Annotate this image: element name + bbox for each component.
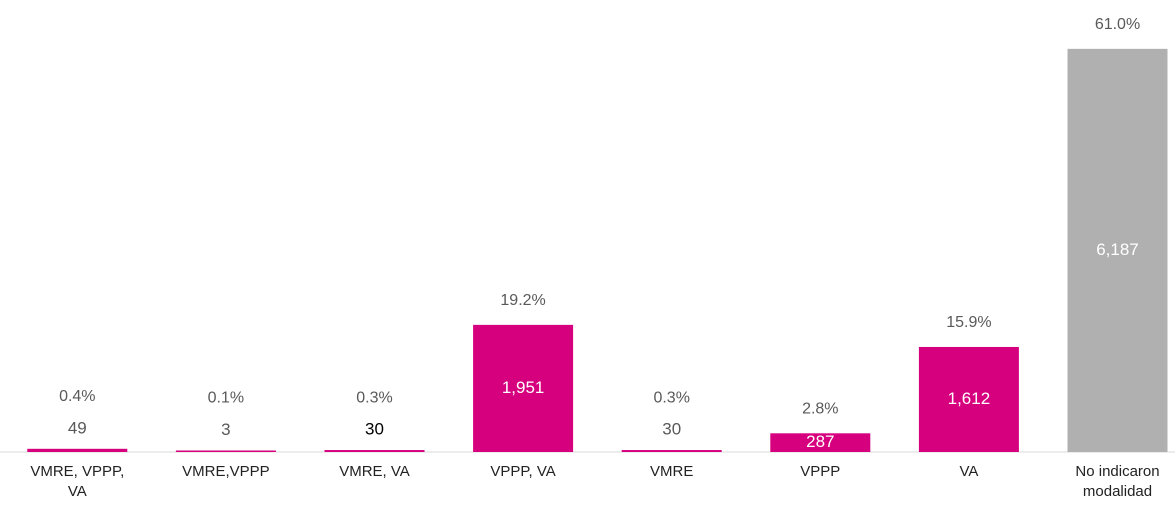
percent-label: 0.4% bbox=[59, 388, 95, 405]
percent-label: 2.8% bbox=[802, 401, 838, 418]
x-tick-label: No indicaron modalidad bbox=[1075, 463, 1160, 500]
bar bbox=[175, 450, 276, 452]
bar bbox=[27, 448, 128, 452]
value-label: 30 bbox=[365, 420, 384, 439]
value-label: 49 bbox=[68, 418, 87, 437]
value-label: 6,187 bbox=[1096, 240, 1139, 259]
bar bbox=[918, 346, 1019, 452]
bar bbox=[770, 433, 871, 452]
bar bbox=[621, 450, 722, 452]
percent-label: 61.0% bbox=[1095, 16, 1140, 33]
bar bbox=[473, 324, 574, 452]
x-tick-label: VA bbox=[959, 463, 979, 480]
x-tick-label: VMRE bbox=[650, 463, 694, 480]
value-label: 1,951 bbox=[502, 378, 545, 397]
x-tick-label: VMRE, VA bbox=[339, 463, 410, 480]
value-label: 3 bbox=[221, 420, 230, 439]
percent-label: 0.3% bbox=[653, 389, 689, 406]
percent-label: 0.3% bbox=[356, 389, 392, 406]
x-tick-label: VMRE,VPPP bbox=[182, 463, 270, 480]
percent-label: 19.2% bbox=[500, 292, 545, 309]
bar bbox=[324, 450, 425, 452]
bar bbox=[1067, 48, 1168, 452]
value-label: 30 bbox=[662, 420, 681, 439]
x-tick-label: VPPP bbox=[800, 463, 841, 480]
percent-label: 15.9% bbox=[946, 314, 991, 331]
value-label: 1,612 bbox=[948, 389, 991, 408]
x-tick-label: VPPP, VA bbox=[490, 463, 556, 480]
x-tick-label: VMRE, VPPP, VA bbox=[30, 463, 125, 500]
value-label: 287 bbox=[806, 432, 834, 451]
percent-label: 0.1% bbox=[208, 390, 244, 407]
